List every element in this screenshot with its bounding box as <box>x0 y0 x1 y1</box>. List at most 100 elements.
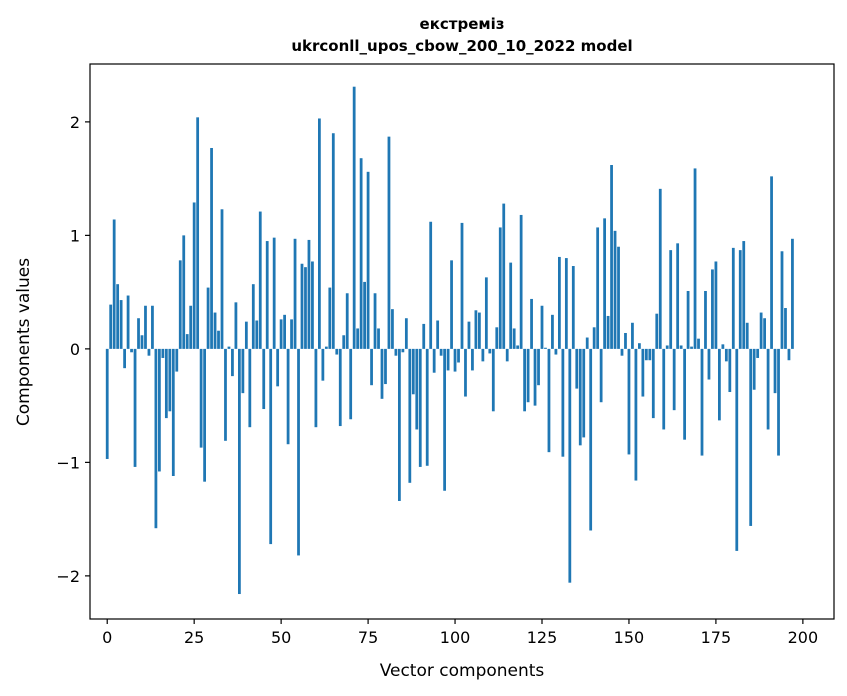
bar <box>439 348 443 356</box>
bar <box>175 348 179 372</box>
bar <box>182 235 186 349</box>
bar <box>338 348 342 427</box>
bar <box>627 348 631 455</box>
bar <box>432 348 436 373</box>
bar <box>718 348 721 421</box>
bar <box>144 305 147 349</box>
bar <box>533 348 537 406</box>
bar <box>418 348 422 467</box>
bar <box>380 348 384 399</box>
x-tick-label: 75 <box>358 628 378 647</box>
bar <box>168 348 172 412</box>
bar <box>307 239 311 349</box>
bar <box>714 261 718 349</box>
bar <box>255 320 259 349</box>
bar <box>321 348 325 381</box>
bar <box>234 302 238 349</box>
bar <box>519 214 523 349</box>
bar <box>373 293 377 349</box>
bar <box>505 348 509 362</box>
bar <box>464 348 467 397</box>
bar <box>137 318 140 349</box>
bar <box>526 348 530 403</box>
bar <box>773 348 777 394</box>
bar <box>582 348 586 438</box>
x-axis-label: Vector components <box>380 661 545 681</box>
bar <box>662 348 666 430</box>
bar <box>544 347 547 349</box>
bar <box>467 321 471 349</box>
x-tick-label: 200 <box>788 628 819 647</box>
bar <box>349 348 353 420</box>
bar <box>658 188 662 349</box>
bar <box>126 295 130 349</box>
bar-series <box>105 86 794 595</box>
bar <box>328 287 332 349</box>
bar <box>387 136 391 349</box>
bar <box>530 298 533 349</box>
bar <box>749 348 753 526</box>
bar <box>651 348 655 419</box>
bar <box>161 348 165 358</box>
bar <box>314 348 318 428</box>
bar <box>300 263 304 349</box>
y-tick-label: 0 <box>70 340 80 359</box>
bar <box>331 133 335 349</box>
bar <box>672 348 676 411</box>
bar <box>265 241 269 349</box>
bar <box>290 319 293 349</box>
x-tick-label: 100 <box>440 628 471 647</box>
bar <box>460 222 464 349</box>
bar <box>227 346 231 349</box>
bar <box>474 310 478 349</box>
bar <box>422 323 426 349</box>
bar <box>516 345 520 349</box>
bar <box>738 250 742 349</box>
bar <box>158 348 161 472</box>
bar <box>735 348 739 551</box>
y-axis-ticks: −2 −1 0 1 2 <box>56 113 90 586</box>
x-tick-label: 0 <box>102 628 112 647</box>
bar <box>634 348 638 481</box>
bar <box>140 335 144 349</box>
bar <box>509 262 513 349</box>
bar <box>766 348 770 430</box>
bar <box>446 348 450 371</box>
bar <box>425 348 429 466</box>
bar <box>279 319 283 349</box>
chart-subtitle: ukrconll_upos_cbow_200_10_2022 model <box>291 37 632 55</box>
bar <box>589 348 593 531</box>
bar <box>297 348 300 556</box>
bar <box>283 314 286 349</box>
bar <box>178 260 182 349</box>
bar <box>551 314 554 349</box>
bar <box>206 287 210 349</box>
bar <box>258 211 262 349</box>
bar <box>220 209 224 349</box>
bar <box>752 348 756 390</box>
x-tick-label: 125 <box>527 628 558 647</box>
bar <box>596 227 600 349</box>
bar <box>116 284 120 349</box>
bar <box>756 348 760 358</box>
bar <box>185 334 189 349</box>
bar <box>498 227 502 349</box>
y-tick-label: 1 <box>70 226 80 245</box>
bar <box>700 348 704 456</box>
bar <box>192 202 196 349</box>
bar <box>571 266 575 349</box>
bar <box>471 348 474 371</box>
bar <box>711 269 714 349</box>
bar <box>154 348 158 529</box>
bar <box>391 309 394 349</box>
bar <box>585 337 589 349</box>
bar <box>123 348 126 369</box>
bar <box>189 305 193 349</box>
bar <box>251 284 255 349</box>
bar <box>731 247 735 349</box>
bar <box>164 348 168 419</box>
bar <box>404 318 408 349</box>
chart-title: екстреміз <box>420 15 505 33</box>
bar <box>665 345 669 349</box>
bar <box>241 348 245 394</box>
